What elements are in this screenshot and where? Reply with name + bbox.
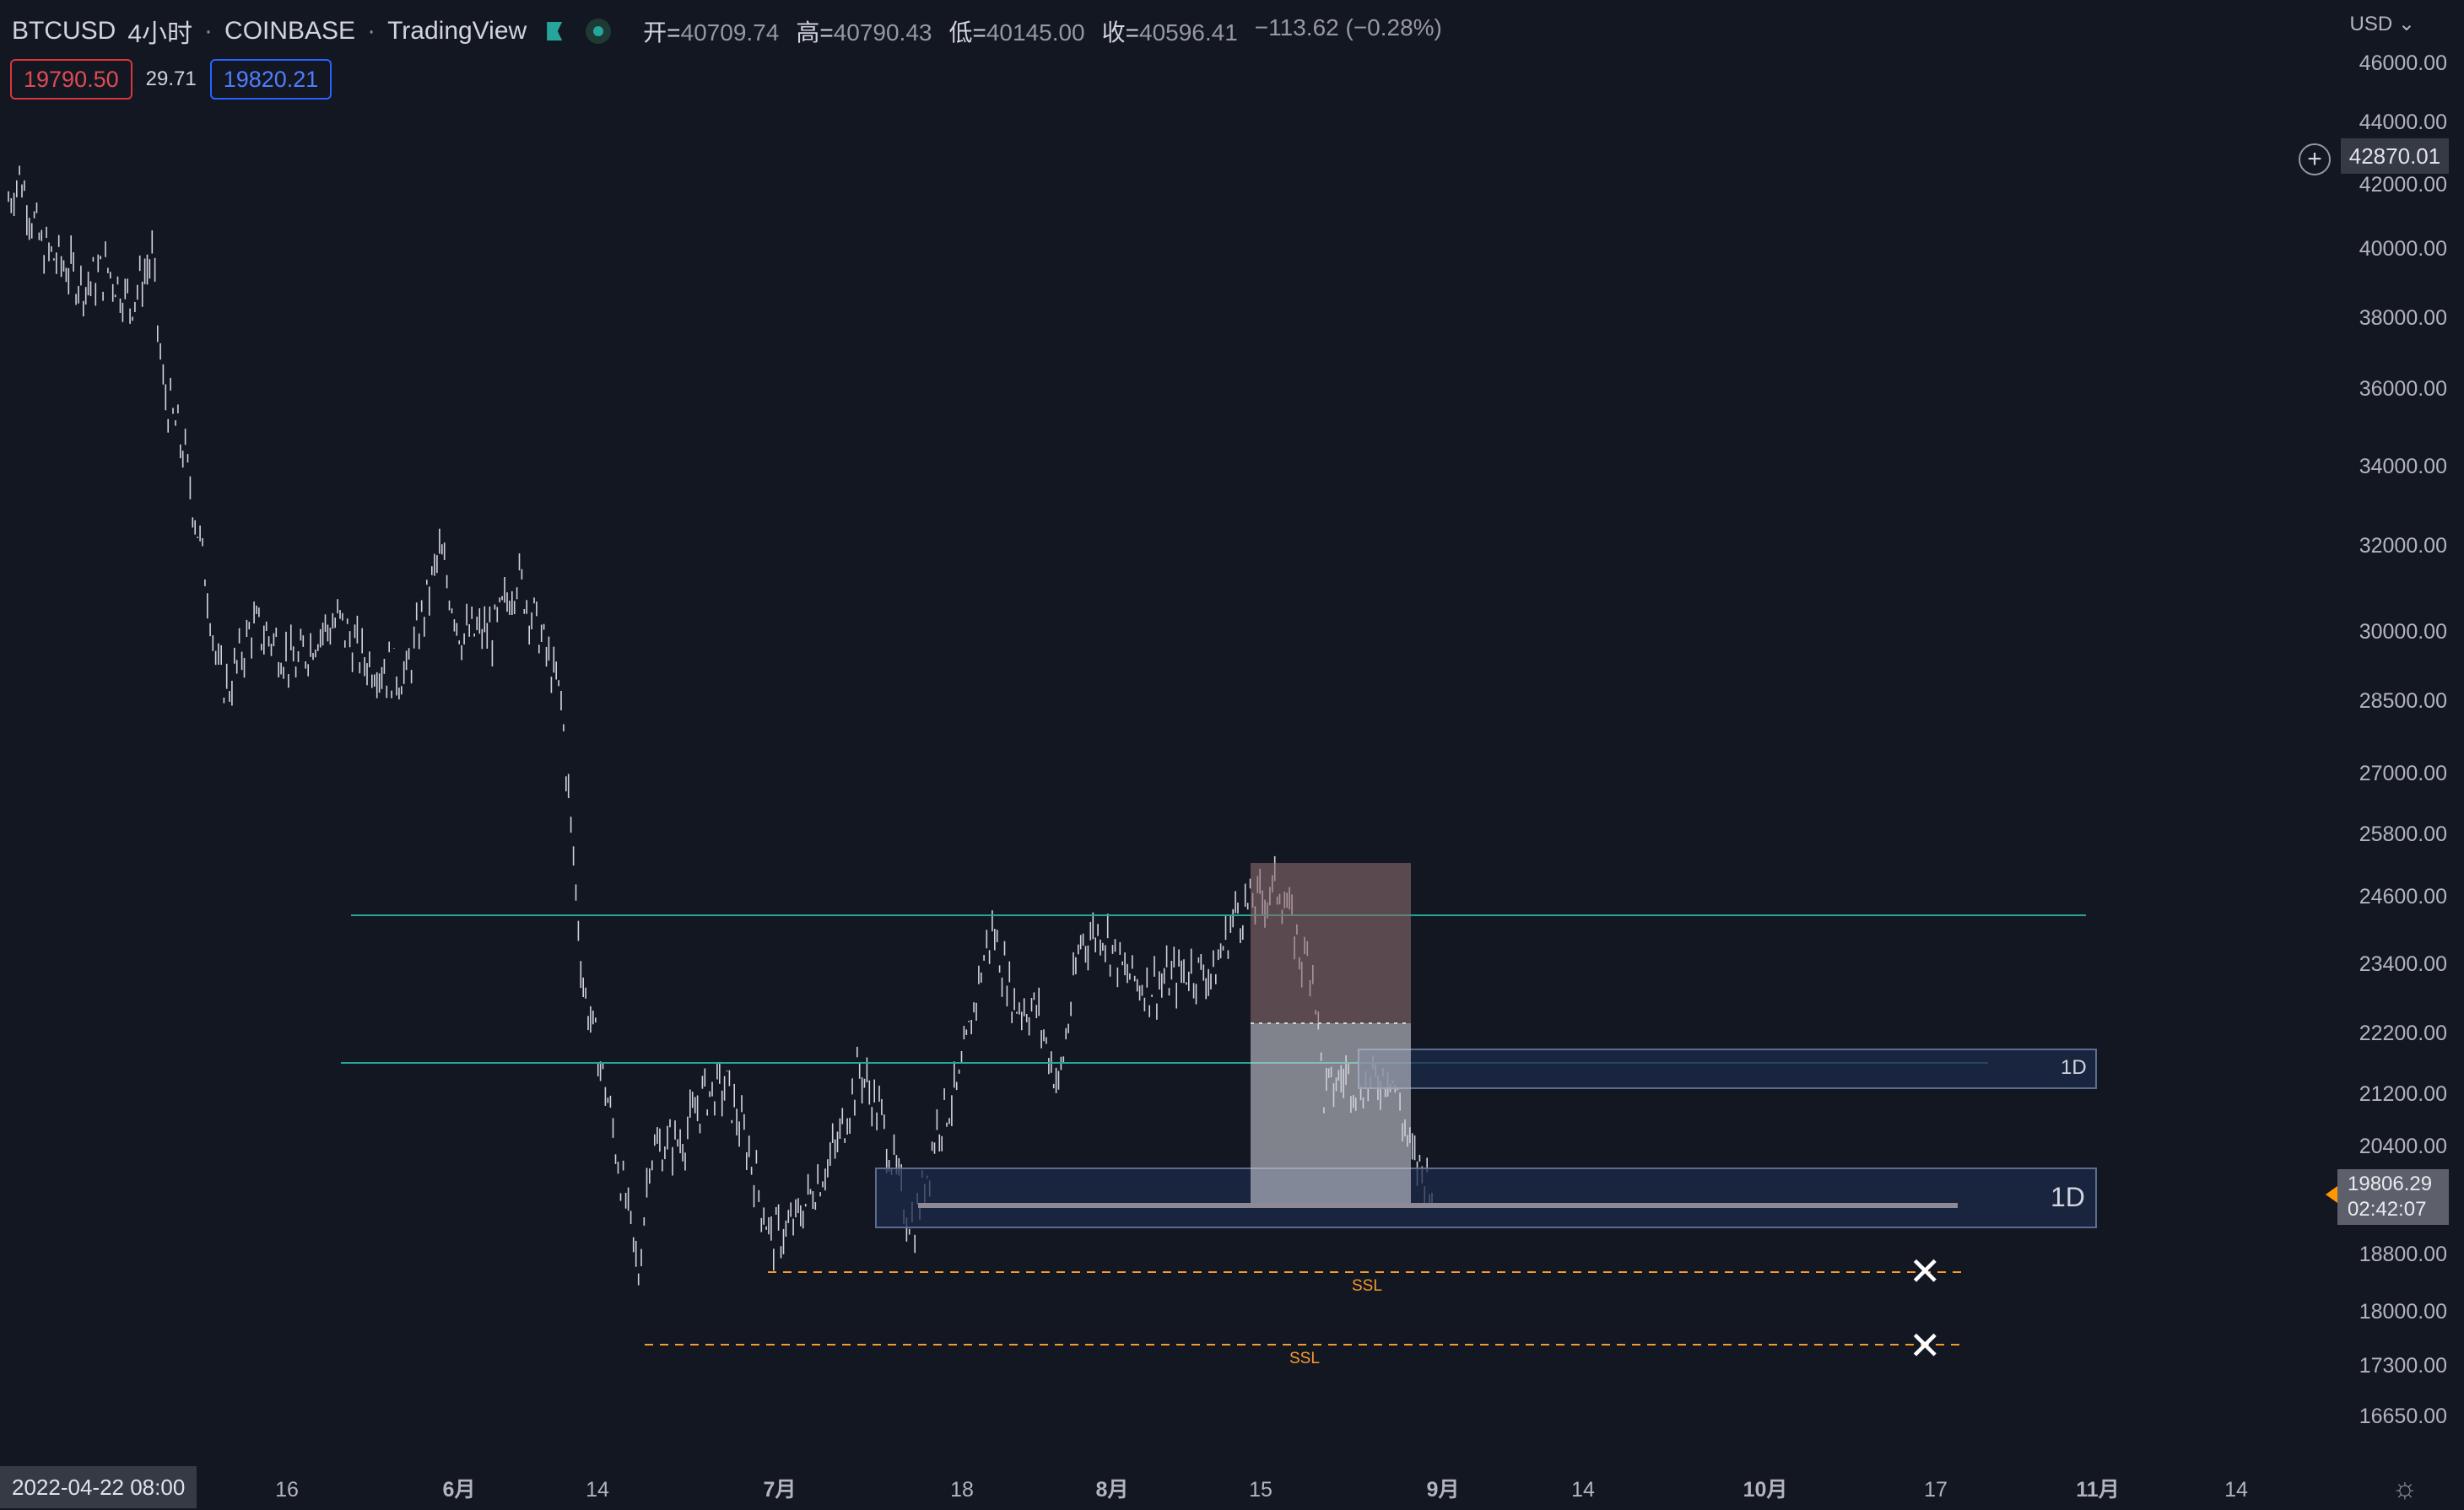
currency-label: USD (2349, 13, 2393, 35)
price-tick-label: 25800.00 (2359, 822, 2447, 846)
price-tick-label: 38000.00 (2359, 306, 2447, 330)
time-tick-label: 17 (1924, 1478, 1948, 1502)
interval-label[interactable]: 4小时 (127, 20, 193, 48)
time-tick-label: 6月 (443, 1478, 476, 1502)
symbol-legend[interactable]: BTCUSD 4小时 · COINBASE · TradingView 开=40… (12, 12, 1442, 51)
time-tick-label: 14 (2224, 1478, 2248, 1502)
price-tick-label: 36000.00 (2359, 377, 2447, 401)
price-tick-label: 24600.00 (2359, 885, 2447, 909)
time-axis[interactable]: 16 6月 14 7月 18 8月 15 9月 14 10月 17 11月 14 (275, 1478, 2248, 1502)
spread-value: 29.71 (145, 67, 197, 90)
price-tick-label: 27000.00 (2359, 762, 2447, 785)
price-tick-label: 44000.00 (2359, 111, 2447, 134)
price-tick-label: 28500.00 (2359, 689, 2447, 713)
price-tick-label: 17300.00 (2359, 1354, 2447, 1378)
time-tick-label: 8月 (1096, 1478, 1129, 1502)
zone-large-label: 1D (2051, 1182, 2085, 1212)
zone-small-label: 1D (2061, 1056, 2087, 1079)
zone-1d-large[interactable] (875, 1168, 2097, 1228)
time-tick-label: 18 (950, 1478, 974, 1502)
open-label: 开= (643, 19, 681, 46)
last-price-value: 19806.29 (2348, 1173, 2433, 1195)
time-tick-label: 10月 (1743, 1478, 1788, 1502)
separator-dot: · (204, 17, 213, 45)
cross-marker-icon[interactable]: ✕ (1909, 1324, 1942, 1367)
time-tick-label: 15 (1249, 1478, 1273, 1502)
buy-button[interactable]: 19820.21 (209, 59, 332, 100)
low-value: 40145.00 (986, 19, 1085, 46)
market-status-icon[interactable] (586, 19, 612, 44)
zone-1d-small[interactable] (1358, 1049, 2097, 1089)
price-tick-label: 30000.00 (2359, 620, 2447, 644)
open-value: 40709.74 (680, 19, 780, 46)
price-tick-label: 40000.00 (2359, 237, 2447, 261)
trade-buttons: 19790.50 29.71 19820.21 (10, 59, 332, 100)
platform-label: TradingView (387, 17, 527, 45)
currency-selector[interactable]: USD ⌄ (2350, 12, 2415, 36)
price-tick-label: 42000.00 (2359, 173, 2447, 197)
change-value: −113.62 (−0.28%) (1254, 14, 1442, 40)
exchange-label: COINBASE (224, 17, 356, 45)
price-tick-label: 23400.00 (2359, 952, 2447, 976)
price-arrow-icon (2326, 1186, 2337, 1203)
crosshair-date-label: 2022-04-22 08:00 (0, 1466, 197, 1508)
last-price-tag: 19806.29 02:42:07 (2326, 1169, 2449, 1225)
ssl-lower-label: SSL (1289, 1350, 1320, 1367)
price-tick-label: 32000.00 (2359, 534, 2447, 558)
price-tick-label: 18000.00 (2359, 1300, 2447, 1324)
candlestick-series (8, 165, 1433, 1286)
chevron-down-icon: ⌄ (2397, 13, 2415, 35)
position-stop-area[interactable] (1251, 863, 1411, 1023)
close-label: 收= (1101, 19, 1139, 46)
close-value: 40596.41 (1139, 19, 1238, 46)
price-tick-label: 18800.00 (2359, 1243, 2447, 1266)
symbol-name[interactable]: BTCUSD (12, 17, 116, 45)
price-tick-label: 21200.00 (2359, 1082, 2447, 1106)
flag-icon[interactable] (547, 22, 563, 40)
low-label: 低= (948, 19, 986, 46)
settings-icon[interactable]: ☼ (2391, 1472, 2418, 1504)
price-tick-label: 20400.00 (2359, 1135, 2447, 1158)
cross-marker-icon[interactable]: ✕ (1909, 1249, 1942, 1293)
time-tick-label: 14 (586, 1478, 609, 1502)
time-tick-label: 7月 (764, 1478, 797, 1502)
add-alert-icon[interactable]: + (2299, 143, 2331, 175)
sell-button[interactable]: 19790.50 (10, 59, 132, 100)
price-axis[interactable]: 46000.00 44000.00 42000.00 40000.00 38000.00… (2359, 51, 2447, 1428)
time-tick-label: 16 (275, 1478, 299, 1502)
price-tick-label: 34000.00 (2359, 455, 2447, 478)
bar-countdown: 02:42:07 (2348, 1198, 2427, 1221)
price-tick-label: 22200.00 (2359, 1022, 2447, 1045)
high-value: 40790.43 (833, 19, 932, 46)
crosshair-price-label: 42870.01 (2341, 138, 2449, 174)
high-label: 高= (796, 19, 834, 46)
price-tick-label: 16650.00 (2359, 1405, 2447, 1428)
separator-dot: · (367, 17, 376, 45)
ssl-upper-label: SSL (1352, 1277, 1382, 1295)
time-tick-label: 11月 (2076, 1478, 2119, 1502)
price-tick-label: 46000.00 (2359, 51, 2447, 75)
time-tick-label: 14 (1571, 1478, 1595, 1502)
ohlc-values: 开=40709.74 高=40790.43 低=40145.00 收=40596… (643, 14, 1442, 48)
time-tick-label: 9月 (1427, 1478, 1460, 1502)
position-target-area[interactable] (1251, 1023, 1411, 1205)
